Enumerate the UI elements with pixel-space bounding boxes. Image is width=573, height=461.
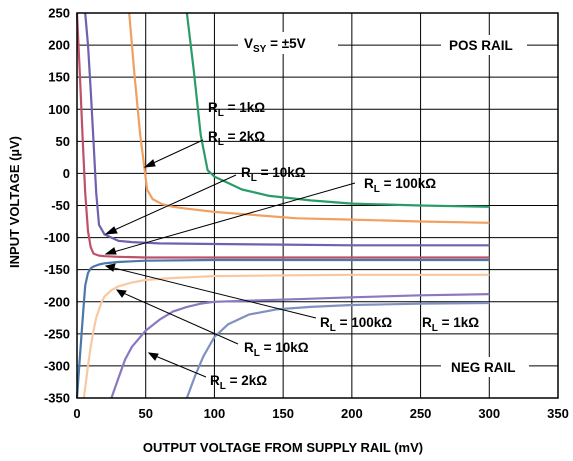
y-tick-label: 250 [48,6,70,21]
y-tick-label: -50 [51,198,70,213]
x-tick-label: 100 [204,406,226,421]
x-tick-label: 350 [547,406,569,421]
y-tick-label: 100 [48,102,70,117]
series-line [75,12,490,259]
vsy-label-bg [238,32,338,54]
series-line [128,12,490,224]
x-tick-label: 150 [272,406,294,421]
annotation-neg-1k: RL = 1kΩ [422,315,479,334]
y-tick-label: -200 [44,294,70,309]
annotation-pos-1k: RL = 1kΩ [208,100,265,119]
annotation-neg-100k: RL = 100kΩ [320,315,392,334]
tick-labels: 0 50 100 150 200 250 300 350 250 200 150 100 50 0 -50 -… [44,6,569,422]
series-line [185,12,490,208]
arrowhead-neg-2k [147,352,159,361]
series-line [82,273,490,399]
y-tick-label: 50 [56,134,70,149]
vsy-label: VSY = ±5V [244,36,306,55]
grid [76,12,559,399]
arrowhead-pos-100k [104,247,117,255]
series-line [75,258,490,399]
arrowhead-neg-10k [115,289,127,298]
x-tick-label: 50 [138,406,152,421]
annotation-pos-100k: RL = 100kΩ [364,176,436,195]
neg-rail-label-bg [441,357,529,377]
annotation-neg-2k: RL = 2kΩ [210,373,267,392]
series-line [185,301,490,399]
y-tick-label: -150 [44,262,70,277]
y-tick-label: 150 [48,70,70,85]
series-line [84,12,490,247]
arrowhead-neg-100k [104,263,116,272]
arrow-neg-2k [152,354,207,378]
x-tick-label: 0 [73,406,80,421]
y-tick-label: -300 [44,358,70,373]
pos-rail-label: POS RAIL [449,38,513,53]
x-tick-label: 200 [341,406,363,421]
arrow-pos-100k [109,182,356,254]
series-line [110,293,490,399]
series-group [75,12,490,399]
annotation-backgrounds [238,32,529,377]
annotation-pos-2k: RL = 2kΩ [208,129,265,148]
y-tick-label: -250 [44,326,70,341]
y-tick-label: 0 [63,166,70,181]
annotation-neg-10k: RL = 10kΩ [244,340,309,359]
arrow-neg-100k [109,266,317,319]
arrow-neg-10k [120,291,239,345]
x-axis-title: OUTPUT VOLTAGE FROM SUPPLY RAIL (mV) [143,440,423,455]
pos-rail-label-bg [441,35,527,55]
arrow-pos-2k [148,139,204,166]
arrow-pos-10k [109,174,237,233]
y-tick-label: -100 [44,230,70,245]
y-tick-label: -350 [44,391,70,406]
arrowhead-pos-10k [104,226,118,235]
annotation-pos-10k: RL = 10kΩ [241,165,306,184]
neg-rail-label: NEG RAIL [451,360,516,375]
plot-frame [76,12,559,399]
x-tick-label: 300 [478,406,500,421]
y-tick-label: 200 [48,38,70,53]
arrowhead-pos-2k [143,159,156,168]
y-axis-title: INPUT VOLTAGE (µV) [7,136,22,268]
annotation-arrows [104,139,356,378]
x-tick-label: 250 [410,406,432,421]
